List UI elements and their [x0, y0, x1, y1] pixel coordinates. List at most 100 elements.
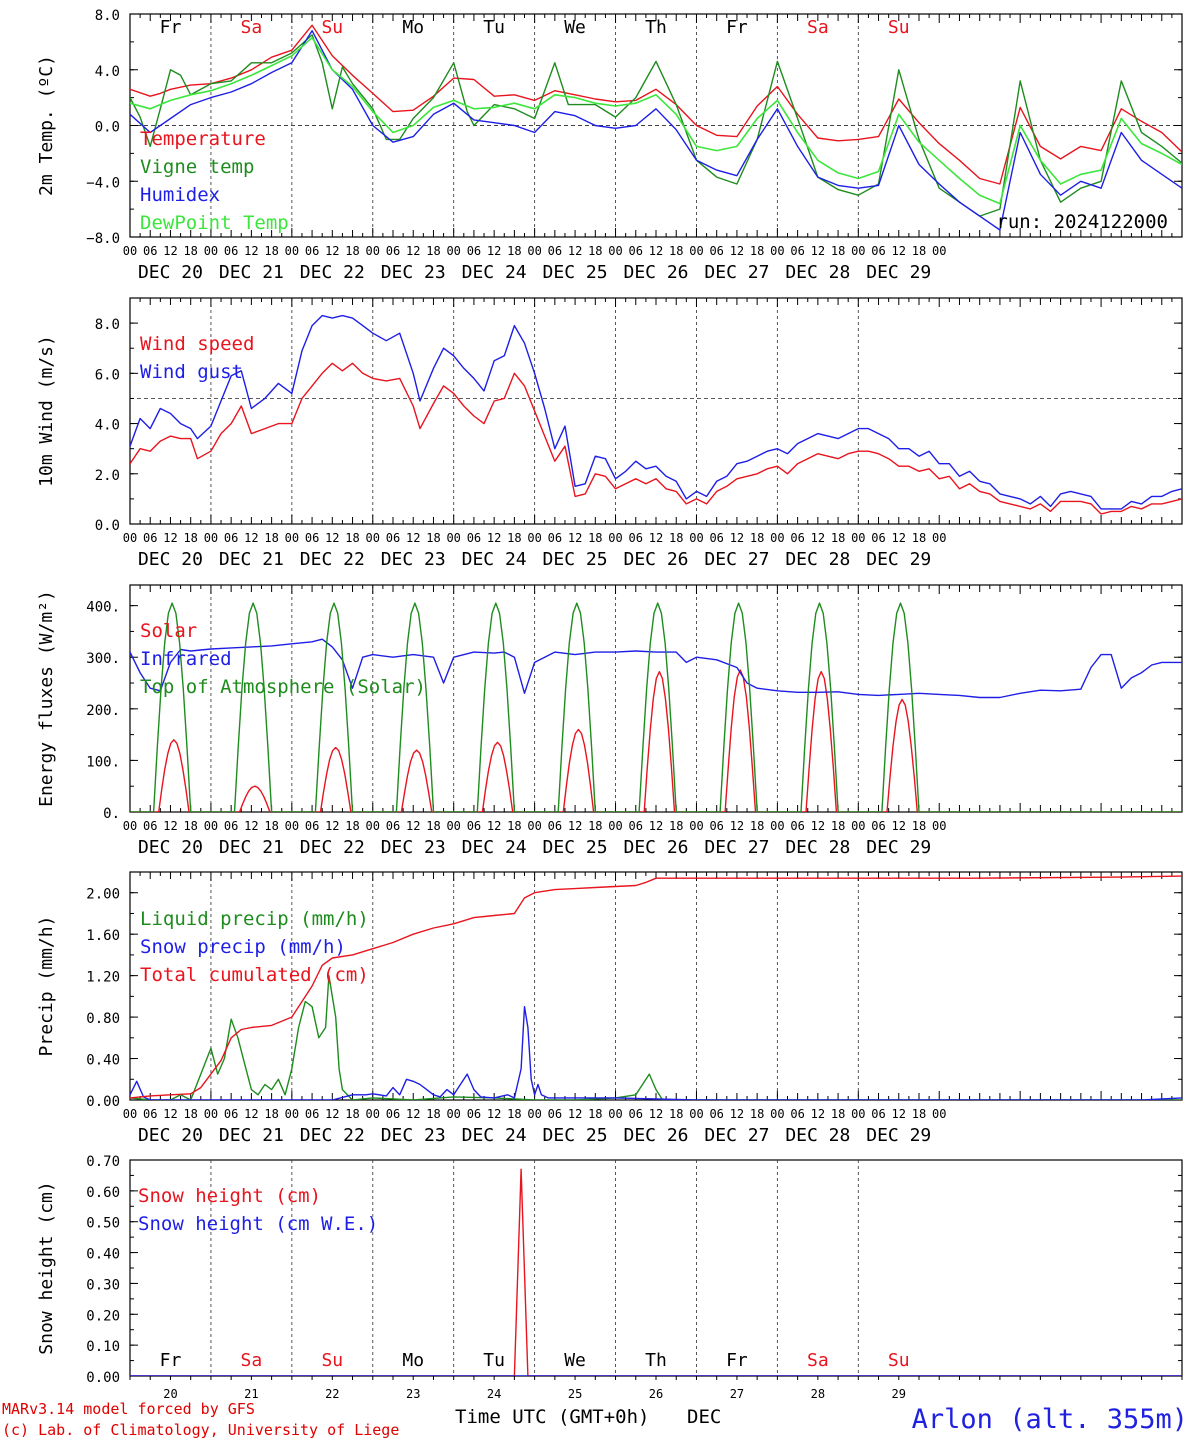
hour-tick-label: 00 — [123, 244, 137, 258]
y-tick-label: 1.60 — [86, 928, 120, 944]
hour-tick-label: 18 — [750, 244, 764, 258]
humidex-line — [130, 30, 1182, 231]
y-tick-label: 2.00 — [86, 887, 120, 903]
hour-tick-label: 06 — [386, 819, 400, 833]
snow-height-cm-line — [130, 1168, 1182, 1376]
hour-tick-label: 00 — [285, 244, 299, 258]
date-label: DEC 25 — [543, 262, 608, 283]
hour-tick-label: 06 — [871, 819, 885, 833]
legend-total-cumulated-cm: Total cumulated (cm) — [140, 964, 369, 986]
hour-tick-label: 18 — [588, 531, 602, 545]
total-cumulated-cm-line — [130, 875, 1182, 1099]
hour-tick-label: 00 — [204, 1107, 218, 1121]
y-tick-label: 4.0 — [95, 64, 120, 80]
day-name-label: We — [564, 17, 586, 38]
date-label: DEC 22 — [300, 837, 365, 858]
y-tick-label: 0. — [103, 806, 120, 822]
y-axis-label: Precip (mm/h) — [36, 916, 57, 1057]
hour-tick-label: 06 — [467, 1107, 481, 1121]
hour-tick-label: 18 — [831, 244, 845, 258]
date-label: DEC 20 — [138, 1125, 203, 1146]
day-name-label: Th — [645, 1350, 667, 1371]
y-tick-label: 4.0 — [95, 418, 120, 434]
hour-tick-label: 00 — [204, 819, 218, 833]
date-label: DEC 29 — [866, 549, 931, 570]
bottom-date-label: 27 — [730, 1387, 744, 1401]
date-label: DEC 28 — [785, 1125, 850, 1146]
hour-tick-label: 12 — [487, 244, 501, 258]
hour-tick-label: 18 — [831, 531, 845, 545]
hour-tick-label: 18 — [426, 1107, 440, 1121]
liquid-precip-mm-h-line — [130, 974, 1182, 1100]
hour-tick-label: 06 — [467, 531, 481, 545]
hour-tick-label: 12 — [649, 819, 663, 833]
temperature-line — [130, 24, 1182, 185]
hour-tick-label: 00 — [527, 531, 541, 545]
date-label: DEC 27 — [704, 837, 769, 858]
y-tick-label: −8.0 — [86, 231, 120, 247]
hour-tick-label: 18 — [345, 531, 359, 545]
date-label: DEC 24 — [462, 262, 527, 283]
hour-tick-label: 06 — [305, 244, 319, 258]
hour-tick-label: 18 — [264, 244, 278, 258]
y-tick-label: 0.10 — [86, 1339, 120, 1355]
run-label: run: 2024122000 — [996, 211, 1168, 233]
hour-tick-label: 06 — [790, 1107, 804, 1121]
station-label: Arlon (alt. 355m) — [912, 1404, 1188, 1435]
hour-tick-label: 06 — [790, 819, 804, 833]
legend-infrared: Infrared — [140, 648, 232, 670]
date-label: DEC 21 — [219, 837, 284, 858]
hour-tick-label: 12 — [244, 531, 258, 545]
hour-tick-label: 18 — [183, 819, 197, 833]
lab-credit: (c) Lab. of Climatology, University of L… — [2, 1421, 399, 1439]
bottom-date-label: 24 — [487, 1387, 501, 1401]
hour-tick-label: 12 — [163, 244, 177, 258]
y-tick-label: 0.40 — [86, 1247, 120, 1263]
wind-gust-line — [130, 314, 1182, 510]
hour-tick-label: 12 — [649, 1107, 663, 1121]
date-label: DEC 20 — [138, 549, 203, 570]
hour-tick-label: 12 — [811, 244, 825, 258]
date-label: DEC 25 — [543, 837, 608, 858]
bottom-date-label: 29 — [892, 1387, 906, 1401]
hour-tick-label: 18 — [750, 531, 764, 545]
date-label: DEC 23 — [381, 549, 446, 570]
hour-tick-label: 12 — [730, 1107, 744, 1121]
snow-precip-mm-h-line — [130, 1006, 1182, 1100]
hour-tick-label: 12 — [406, 819, 420, 833]
hour-tick-label: 12 — [892, 1107, 906, 1121]
hour-tick-label: 00 — [123, 531, 137, 545]
bottom-date-label: 28 — [811, 1387, 825, 1401]
series-group — [130, 314, 1182, 515]
date-label: DEC 23 — [381, 837, 446, 858]
hour-tick-label: 18 — [912, 531, 926, 545]
plot-frame — [129, 871, 1183, 1101]
date-label: DEC 26 — [623, 549, 688, 570]
date-label: DEC 27 — [704, 1125, 769, 1146]
hour-tick-label: 00 — [123, 819, 137, 833]
y-tick-label: 0.40 — [86, 1053, 120, 1069]
date-label: DEC 27 — [704, 549, 769, 570]
solar-line — [130, 669, 1182, 812]
day-name-label: Su — [321, 1350, 343, 1371]
panel-4: 00 06 12 18 00 06 12 18 00 06 12 18 00 06 12 18 00 06 12 18… — [36, 871, 1183, 1146]
hour-tick-label: 06 — [386, 531, 400, 545]
y-tick-label: 8.0 — [95, 317, 120, 333]
date-label: DEC 28 — [785, 837, 850, 858]
day-name-label: Th — [645, 17, 667, 38]
date-label: DEC 29 — [866, 1125, 931, 1146]
hour-tick-label: 06 — [143, 244, 157, 258]
hour-tick-label: 06 — [871, 1107, 885, 1121]
y-tick-label: 2.0 — [95, 468, 120, 484]
legend-snow-height-cm: Snow height (cm) — [138, 1185, 321, 1207]
hour-tick-label: 18 — [183, 531, 197, 545]
hour-tick-label: 06 — [790, 244, 804, 258]
top-of-atmosphere-solar-line — [130, 602, 1182, 812]
hour-tick-label: 00 — [204, 244, 218, 258]
dewpoint-temp-line — [130, 36, 1182, 205]
hour-tick-label: 12 — [487, 819, 501, 833]
hour-tick-label: 18 — [345, 1107, 359, 1121]
legend-snow-height-cm-w-e: Snow height (cm W.E.) — [138, 1213, 378, 1235]
hour-tick-label: 12 — [325, 1107, 339, 1121]
hour-tick-label: 06 — [871, 531, 885, 545]
